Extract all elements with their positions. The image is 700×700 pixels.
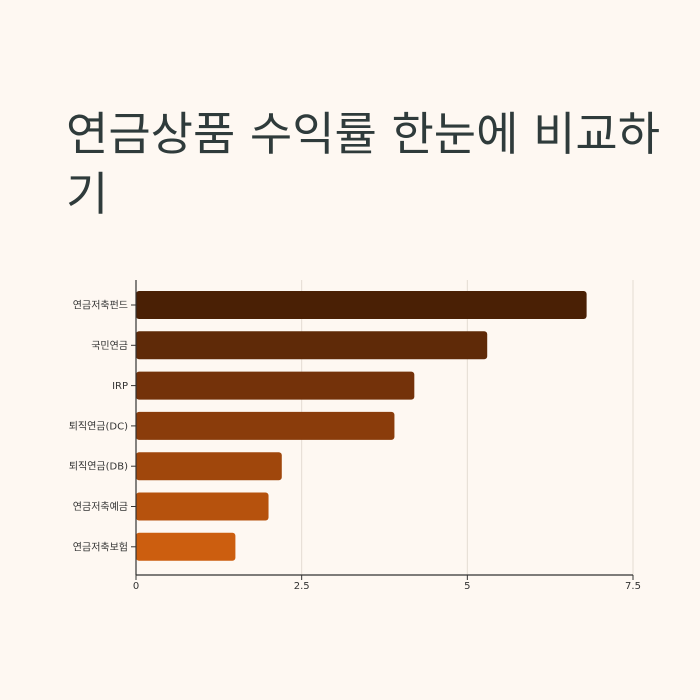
x-tick-label: 2.5 — [294, 581, 310, 592]
bar — [136, 492, 269, 521]
category-label: 연금저축예금 — [73, 501, 128, 513]
category-label: 퇴직연금(DB) — [69, 461, 128, 473]
category-label: 연금저축펀드 — [73, 300, 128, 312]
axes — [131, 280, 634, 580]
x-tick-label: 5 — [464, 581, 470, 592]
bar — [136, 291, 587, 319]
bar — [136, 532, 236, 561]
bar — [136, 452, 282, 481]
category-label: 퇴직연금(DC) — [69, 420, 128, 432]
category-label: 연금저축보험 — [73, 541, 128, 553]
bar — [136, 331, 488, 360]
bar — [136, 371, 415, 400]
page-title: 연금상품 수익률 한눈에 비교하기 — [66, 107, 661, 221]
category-label: 국민연금 — [91, 340, 128, 352]
x-tick-label: 7.5 — [625, 581, 641, 592]
bars — [136, 291, 587, 561]
x-tick-label: 0 — [133, 581, 139, 592]
bar — [136, 411, 395, 440]
category-label: IRP — [112, 381, 128, 392]
